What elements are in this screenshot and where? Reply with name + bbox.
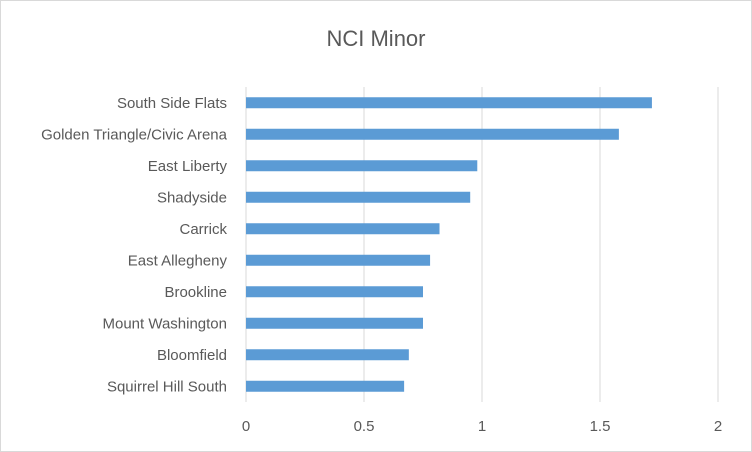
x-tick-label: 0 [242,418,250,435]
bar [246,254,431,266]
x-tick-label: 0.5 [354,418,375,435]
bar [246,349,409,361]
category-label: Carrick [180,221,228,238]
category-labels: South Side Flats Golden Triangle/Civic Ar… [41,95,228,396]
bar [246,223,440,235]
x-axis-tick-labels: 0 0.5 1 1.5 2 [242,418,722,435]
category-label: Brookline [164,284,227,301]
bar [246,128,619,140]
bar [246,160,478,172]
category-label: Golden Triangle/Civic Arena [41,126,228,143]
x-tick-label: 1.5 [590,418,611,435]
bar [246,191,471,203]
bars [246,97,652,392]
category-label: Squirrel Hill South [107,378,227,395]
bar [246,97,652,109]
chart-title: NCI Minor [326,26,426,51]
category-label: South Side Flats [117,95,227,112]
category-label: East Allegheny [128,252,228,269]
bar [246,317,423,329]
bar [246,286,423,298]
category-label: Mount Washington [102,315,227,332]
x-tick-label: 1 [478,418,486,435]
bar [246,380,405,392]
x-tick-label: 2 [714,418,722,435]
category-label: East Liberty [148,158,228,175]
category-label: Shadyside [157,189,227,206]
category-label: Bloomfield [157,347,227,364]
